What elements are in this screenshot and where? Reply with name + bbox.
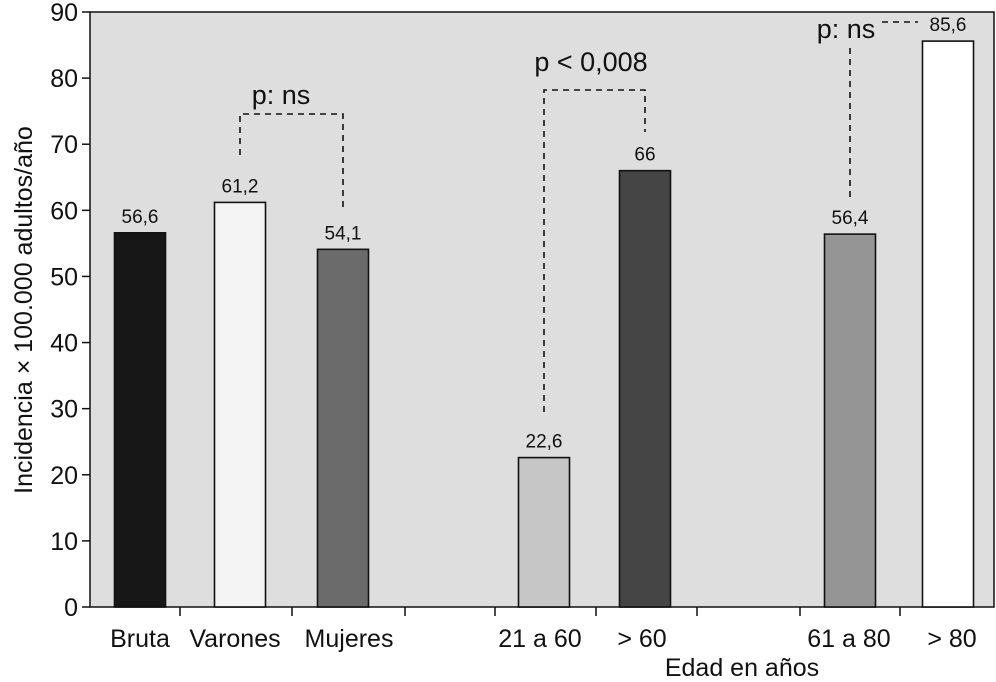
significance-bracket bbox=[239, 113, 344, 207]
bar-value-label: 85,6 bbox=[930, 15, 967, 36]
bar-value-label: 54,1 bbox=[325, 223, 362, 244]
y-axis: 0 10 20 30 40 50 60 70 80 90 bbox=[50, 0, 90, 622]
y-tick-label: 90 bbox=[50, 0, 78, 27]
x-category-label: Bruta bbox=[110, 625, 170, 653]
bar-bruta bbox=[113, 232, 167, 608]
bar-value-label: 66 bbox=[634, 145, 655, 166]
x-category-label: 61 a 80 bbox=[807, 625, 890, 653]
y-tick-label: 70 bbox=[50, 131, 78, 159]
x-category-label: 21 a 60 bbox=[498, 625, 581, 653]
bar-varones bbox=[213, 201, 267, 608]
x-axis: Bruta Varones Mujeres 21 a 60 > 60 61 a 80 > 8… bbox=[110, 607, 977, 653]
bar-value-label: 61,2 bbox=[222, 176, 259, 197]
bar-value-label: 22,6 bbox=[526, 432, 563, 453]
bar-61-a-80 bbox=[823, 233, 877, 608]
significance-label: p: ns bbox=[252, 80, 311, 110]
significance-label: p < 0,008 bbox=[534, 47, 647, 77]
y-tick-label: 30 bbox=[50, 396, 78, 424]
y-tick-label: 50 bbox=[50, 263, 78, 291]
x-category-label: Mujeres bbox=[305, 625, 394, 653]
bar-60 bbox=[618, 169, 672, 608]
bar-21-a-60 bbox=[517, 456, 571, 608]
y-tick-label: 60 bbox=[50, 197, 78, 225]
annotations: p: ns p < 0,008 p: ns bbox=[239, 14, 918, 412]
x-category-label: > 60 bbox=[617, 625, 666, 653]
bar-value-label: 56,6 bbox=[122, 207, 159, 228]
y-tick-label: 0 bbox=[64, 594, 78, 622]
x-category-label: Varones bbox=[189, 625, 280, 653]
bar-mujeres bbox=[316, 248, 370, 608]
bars: 56,6 61,2 54,1 22,6 66 56,4 85,6 bbox=[113, 15, 975, 608]
bar-value-label: 56,4 bbox=[832, 208, 869, 229]
y-tick-label: 20 bbox=[50, 462, 78, 490]
significance-label: p: ns bbox=[817, 14, 876, 44]
bar-80 bbox=[921, 40, 975, 608]
significance-bracket bbox=[543, 89, 646, 412]
x-axis-title: Edad en años bbox=[665, 654, 819, 682]
y-tick-label: 80 bbox=[50, 65, 78, 93]
x-category-label: > 80 bbox=[927, 625, 976, 653]
y-tick-label: 10 bbox=[50, 528, 78, 556]
y-axis-title: Incidencia × 100.000 adultos/año bbox=[10, 126, 38, 494]
y-tick-label: 40 bbox=[50, 330, 78, 358]
